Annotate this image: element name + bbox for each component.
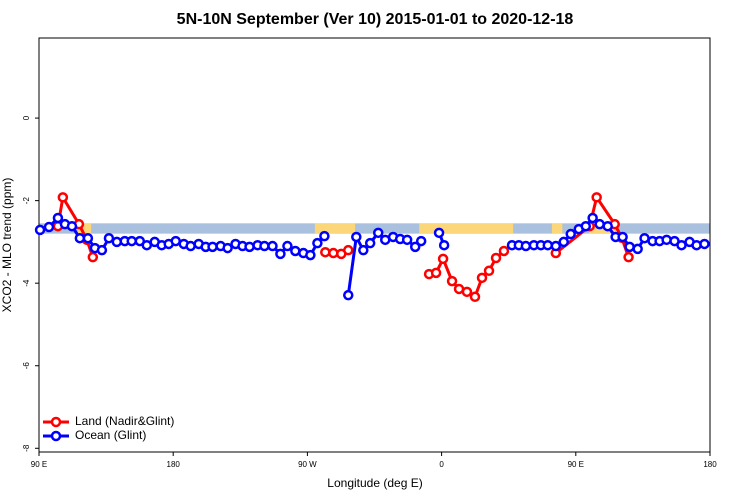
x-tick-label: 90 E bbox=[31, 460, 47, 469]
x-tick-label: 180 bbox=[167, 460, 181, 469]
legend-label: Land (Nadir&Glint) bbox=[75, 414, 174, 428]
data-point bbox=[520, 240, 532, 252]
data-point bbox=[185, 240, 196, 252]
data-point bbox=[430, 267, 442, 279]
data-point bbox=[587, 212, 598, 224]
plot-frame bbox=[38, 37, 711, 453]
data-point bbox=[415, 235, 427, 247]
data-point bbox=[343, 289, 354, 301]
data-point bbox=[358, 244, 369, 256]
data-point bbox=[282, 240, 293, 252]
data-point bbox=[617, 231, 628, 243]
legend-marker bbox=[50, 430, 62, 442]
data-point bbox=[312, 237, 323, 249]
data-point bbox=[699, 238, 710, 250]
data-point bbox=[623, 251, 634, 263]
data-point bbox=[558, 236, 569, 248]
data-point bbox=[624, 241, 635, 253]
land-span bbox=[551, 223, 563, 234]
data-point bbox=[320, 246, 331, 258]
data-point bbox=[343, 244, 354, 256]
legend-marker bbox=[50, 416, 62, 428]
data-point bbox=[437, 253, 449, 265]
data-point bbox=[676, 239, 687, 251]
data-point bbox=[632, 243, 643, 255]
y-axis-label: XCO2 - MLO trend (ppm) bbox=[0, 178, 14, 313]
data-point bbox=[409, 241, 421, 253]
data-point bbox=[602, 220, 613, 232]
land-span bbox=[419, 223, 514, 234]
data-point bbox=[305, 249, 316, 261]
data-point bbox=[222, 242, 233, 254]
data-point bbox=[490, 252, 502, 264]
ocean-band bbox=[39, 223, 710, 234]
data-point bbox=[34, 224, 46, 236]
data-point bbox=[267, 240, 278, 252]
data-point bbox=[351, 231, 362, 243]
x-tick-label: 90 E bbox=[568, 460, 584, 469]
data-point bbox=[691, 239, 702, 251]
land-span bbox=[326, 223, 356, 234]
data-point bbox=[57, 192, 69, 203]
data-point bbox=[594, 218, 605, 230]
land-span bbox=[314, 223, 330, 234]
data-point bbox=[446, 275, 458, 287]
data-point bbox=[401, 234, 413, 246]
data-point bbox=[290, 245, 301, 257]
data-point bbox=[96, 244, 108, 256]
data-point bbox=[244, 241, 255, 253]
y-tick-label: -8 bbox=[22, 444, 31, 452]
data-point bbox=[498, 245, 510, 257]
data-point bbox=[170, 235, 181, 247]
y-tick-label: -2 bbox=[22, 197, 31, 205]
data-point bbox=[461, 286, 473, 298]
data-point bbox=[259, 240, 270, 252]
legend-item: Land (Nadir&Glint) bbox=[43, 414, 174, 428]
y-tick-label: -6 bbox=[22, 362, 31, 370]
legend-item: Ocean (Glint) bbox=[43, 428, 146, 442]
data-point bbox=[82, 232, 94, 244]
data-point bbox=[319, 230, 330, 242]
legend-label: Ocean (Glint) bbox=[75, 428, 146, 442]
data-point bbox=[207, 241, 218, 253]
data-point bbox=[275, 248, 286, 260]
data-point bbox=[372, 227, 384, 239]
data-point bbox=[580, 220, 592, 232]
data-point bbox=[52, 212, 64, 224]
x-axis-label: Longitude (deg E) bbox=[327, 476, 422, 490]
data-point bbox=[438, 239, 450, 251]
data-point bbox=[364, 237, 376, 249]
land-span bbox=[77, 223, 92, 234]
x-tick-label: 90 W bbox=[298, 460, 317, 469]
data-point bbox=[87, 251, 99, 263]
x-tick-label: 180 bbox=[703, 460, 717, 469]
data-point bbox=[483, 265, 495, 277]
data-point bbox=[661, 234, 672, 246]
y-tick-label: -4 bbox=[22, 279, 31, 287]
x-tick-label: 0 bbox=[439, 460, 444, 469]
data-point bbox=[591, 192, 602, 203]
data-point bbox=[565, 228, 576, 240]
data-point bbox=[74, 232, 86, 244]
data-point bbox=[550, 240, 562, 252]
data-point bbox=[103, 232, 115, 244]
data-point bbox=[469, 291, 481, 303]
data-point bbox=[639, 232, 650, 244]
data-point bbox=[476, 272, 488, 284]
data-point bbox=[126, 235, 137, 247]
data-point bbox=[66, 220, 78, 232]
chart-title: 5N-10N September (Ver 10) 2015-01-01 to … bbox=[177, 11, 574, 28]
data-point bbox=[43, 221, 55, 233]
data-point bbox=[542, 239, 554, 251]
data-point bbox=[433, 227, 445, 239]
y-tick-label: 0 bbox=[22, 115, 31, 120]
